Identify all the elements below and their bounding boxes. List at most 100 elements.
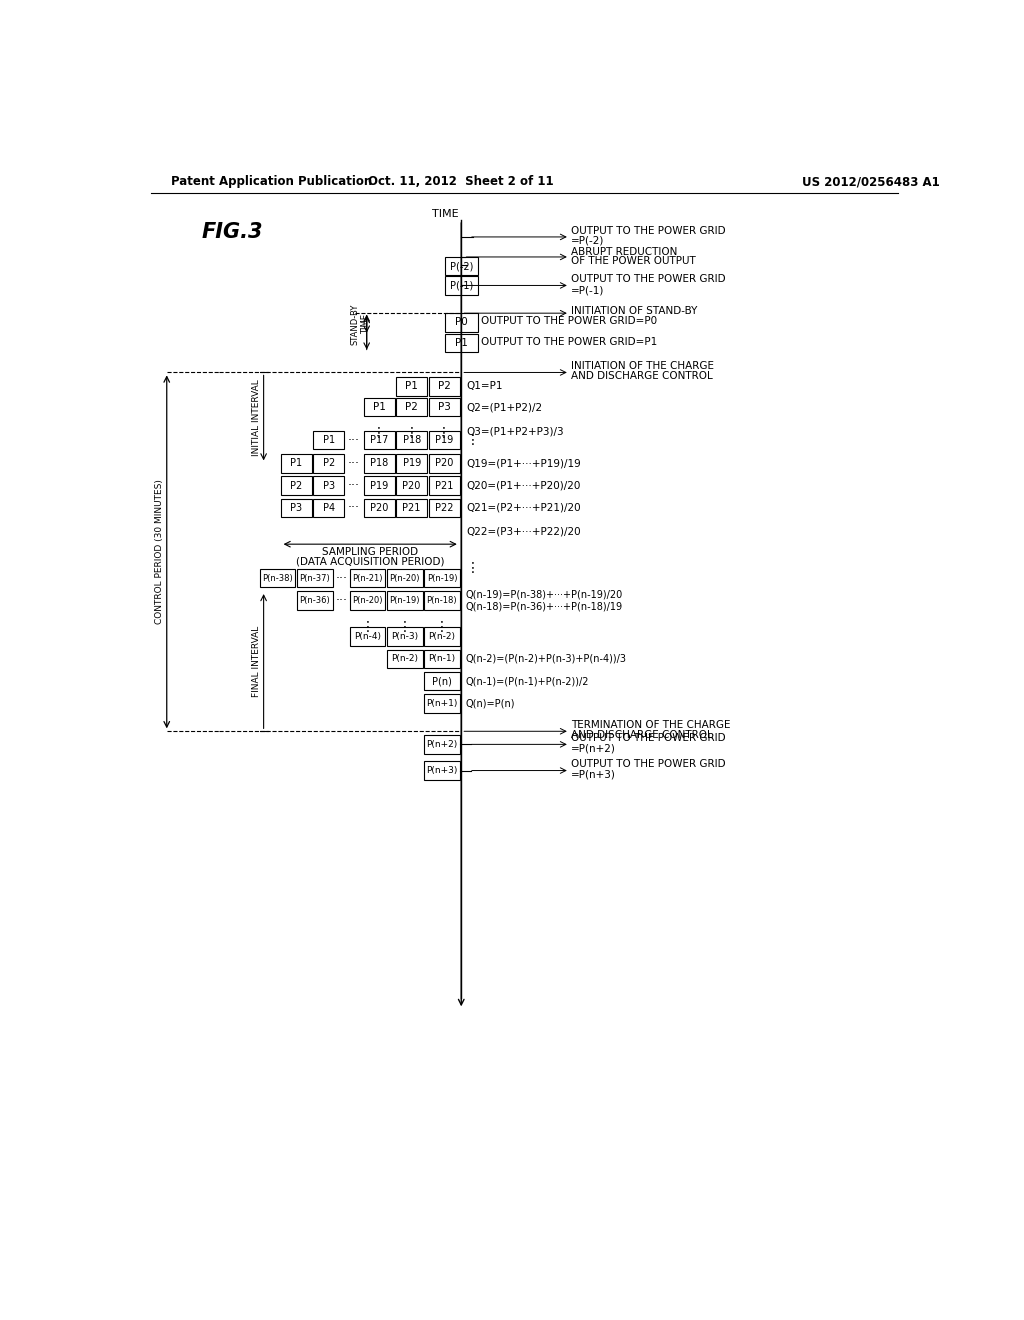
Bar — [387, 569, 423, 587]
Bar — [396, 454, 427, 473]
Text: (DATA ACQUISITION PERIOD): (DATA ACQUISITION PERIOD) — [296, 557, 444, 566]
Bar — [424, 569, 460, 587]
Text: P(n): P(n) — [432, 676, 452, 686]
Text: P1: P1 — [290, 458, 302, 469]
Text: ⋮: ⋮ — [466, 433, 480, 447]
Text: P(n+1): P(n+1) — [426, 700, 458, 708]
Text: P(n+3): P(n+3) — [426, 766, 458, 775]
Bar — [281, 454, 311, 473]
Text: P(n-37): P(n-37) — [299, 574, 330, 582]
Text: TIME: TIME — [432, 209, 459, 219]
Bar — [297, 569, 333, 587]
Text: P3: P3 — [438, 403, 451, 412]
Bar — [396, 477, 427, 495]
Bar — [424, 627, 460, 645]
Text: P(n-4): P(n-4) — [354, 632, 381, 642]
Text: ⋮: ⋮ — [372, 426, 386, 441]
Text: P20: P20 — [370, 503, 388, 513]
Text: P21: P21 — [402, 503, 421, 513]
Text: P22: P22 — [435, 503, 454, 513]
Bar — [424, 591, 460, 610]
Text: Q3=(P1+P2+P3)/3: Q3=(P1+P2+P3)/3 — [466, 426, 563, 437]
Text: Q2=(P1+P2)/2: Q2=(P1+P2)/2 — [466, 403, 542, 412]
Text: ···: ··· — [348, 457, 360, 470]
Text: P2: P2 — [323, 458, 335, 469]
Text: ⋮: ⋮ — [360, 619, 375, 634]
Text: P(-2): P(-2) — [450, 261, 473, 271]
Bar — [313, 454, 344, 473]
Bar — [260, 569, 295, 587]
Bar — [364, 397, 394, 416]
Text: Q(n-2)=(P(n-2)+P(n-3)+P(n-4))/3: Q(n-2)=(P(n-2)+P(n-3)+P(n-4))/3 — [466, 653, 627, 664]
Text: P19: P19 — [435, 436, 454, 445]
Bar — [429, 477, 460, 495]
Bar — [349, 591, 385, 610]
Text: Q1=P1: Q1=P1 — [466, 381, 503, 391]
Bar — [445, 276, 477, 294]
Text: ···: ··· — [336, 594, 348, 607]
Bar — [349, 627, 385, 645]
Text: ···: ··· — [336, 572, 348, 585]
Text: TERMINATION OF THE CHARGE: TERMINATION OF THE CHARGE — [571, 721, 731, 730]
Text: ⋮: ⋮ — [437, 426, 452, 441]
Bar — [364, 430, 394, 449]
Text: P(n-19): P(n-19) — [427, 574, 457, 582]
Text: STAND-BY
TIME: STAND-BY TIME — [351, 304, 371, 345]
Text: ···: ··· — [348, 434, 360, 446]
Text: ⋮: ⋮ — [397, 619, 412, 634]
Bar — [364, 499, 394, 517]
Bar — [349, 569, 385, 587]
Text: P21: P21 — [435, 480, 454, 491]
Text: =P(n+3): =P(n+3) — [571, 770, 616, 779]
Bar — [297, 591, 333, 610]
Bar — [313, 430, 344, 449]
Text: AND DISCHARGE CONTROL: AND DISCHARGE CONTROL — [571, 730, 713, 741]
Text: P(n-3): P(n-3) — [391, 632, 418, 642]
Bar — [429, 499, 460, 517]
Text: P(n-20): P(n-20) — [389, 574, 420, 582]
Text: P4: P4 — [323, 503, 335, 513]
Text: P3: P3 — [290, 503, 302, 513]
Text: OUTPUT TO THE POWER GRID: OUTPUT TO THE POWER GRID — [571, 759, 726, 770]
Text: AND DISCHARGE CONTROL: AND DISCHARGE CONTROL — [571, 371, 713, 381]
Text: P18: P18 — [370, 458, 388, 469]
Text: ⋮: ⋮ — [404, 426, 419, 441]
Bar — [364, 477, 394, 495]
Text: Q(n)=P(n): Q(n)=P(n) — [466, 698, 515, 709]
Bar — [445, 257, 477, 276]
Text: Q(n-18)=P(n-36)+···+P(n-18)/19: Q(n-18)=P(n-36)+···+P(n-18)/19 — [466, 602, 623, 611]
Text: CONTROL PERIOD (30 MINUTES): CONTROL PERIOD (30 MINUTES) — [156, 479, 164, 624]
Text: P3: P3 — [323, 480, 335, 491]
Text: =P(-2): =P(-2) — [571, 236, 605, 246]
Text: FINAL INTERVAL: FINAL INTERVAL — [252, 626, 261, 697]
Bar — [424, 649, 460, 668]
Text: =P(n+2): =P(n+2) — [571, 743, 616, 754]
Text: P1: P1 — [323, 436, 335, 445]
Text: OUTPUT TO THE POWER GRID=P0: OUTPUT TO THE POWER GRID=P0 — [481, 315, 657, 326]
Bar — [445, 313, 477, 331]
Text: INITIAL INTERVAL: INITIAL INTERVAL — [252, 380, 261, 457]
Text: P19: P19 — [402, 458, 421, 469]
Bar — [396, 397, 427, 416]
Text: P20: P20 — [435, 458, 454, 469]
Text: ⋮: ⋮ — [435, 619, 449, 634]
Bar — [429, 397, 460, 416]
Text: P1: P1 — [455, 338, 468, 348]
Bar — [429, 454, 460, 473]
Text: INITIATION OF THE CHARGE: INITIATION OF THE CHARGE — [571, 362, 715, 371]
Bar — [424, 672, 460, 690]
Text: P2: P2 — [406, 403, 418, 412]
Text: P1: P1 — [373, 403, 386, 412]
Text: P19: P19 — [370, 480, 388, 491]
Text: P2: P2 — [290, 480, 302, 491]
Text: P(n-18): P(n-18) — [427, 595, 457, 605]
Bar — [387, 627, 423, 645]
Text: P2: P2 — [438, 381, 451, 391]
Bar — [429, 378, 460, 396]
Text: P(n-1): P(n-1) — [428, 655, 456, 664]
Text: P(n-2): P(n-2) — [391, 655, 418, 664]
Text: P17: P17 — [370, 436, 388, 445]
Text: P20: P20 — [402, 480, 421, 491]
Bar — [424, 694, 460, 713]
Bar — [364, 454, 394, 473]
